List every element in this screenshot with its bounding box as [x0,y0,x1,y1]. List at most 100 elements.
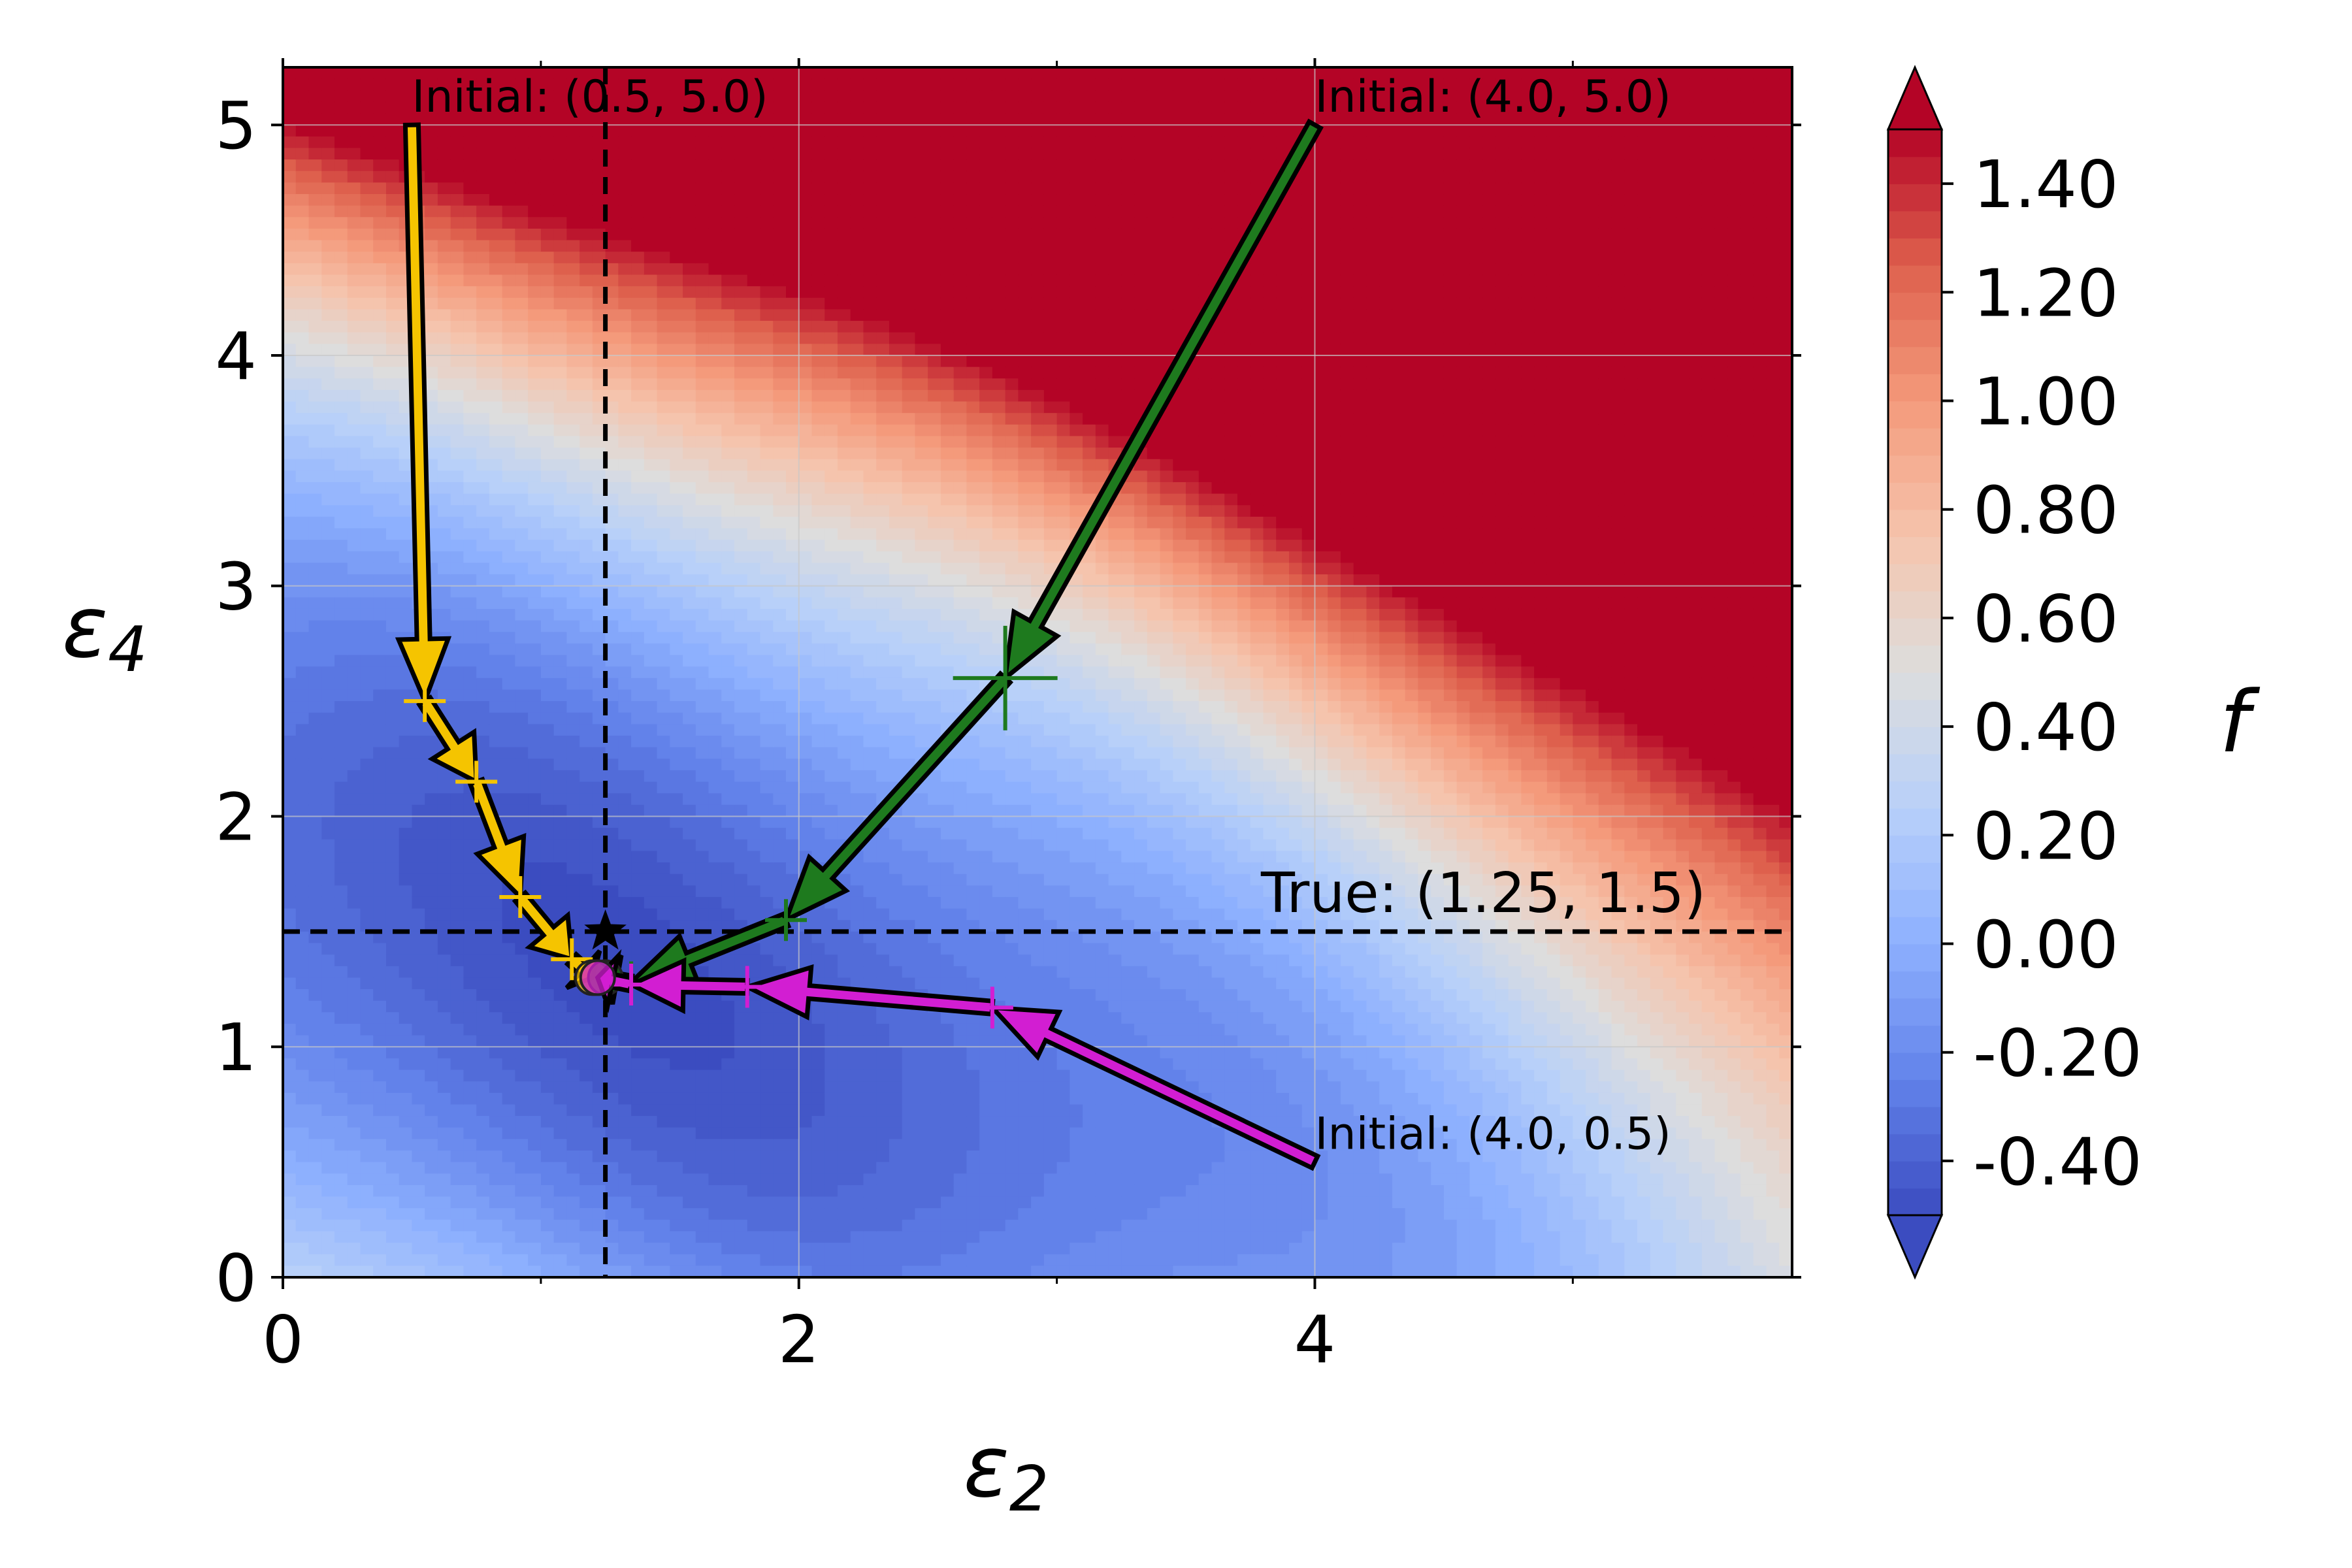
contour-cell [811,1196,826,1209]
contour-cell [670,632,683,644]
contour-cell [515,101,529,114]
contour-cell [385,482,400,495]
contour-cell [360,931,374,944]
contour-cell [450,643,465,656]
contour-cell [644,159,658,172]
contour-cell [644,770,658,783]
contour-cell [385,182,400,195]
contour-cell [553,828,568,840]
contour-cell [592,597,606,610]
contour-cell [476,1092,490,1105]
contour-cell [412,1035,425,1048]
contour-cell [734,1035,748,1048]
contour-cell [489,67,503,80]
contour-cell [334,1231,348,1243]
contour-cell [463,113,477,125]
contour-cell [695,1047,710,1059]
contour-cell [450,678,465,691]
contour-cell [850,655,864,667]
contour-cell [502,125,516,137]
contour-cell [385,332,400,345]
contour-cell [825,839,838,852]
contour-cell [786,448,800,460]
contour-cell [747,1081,761,1094]
contour-cell [347,828,361,840]
contour-cell [308,1127,323,1140]
contour-cell [385,1035,400,1048]
contour-cell [540,367,555,380]
contour-cell [592,1150,606,1163]
contour-cell [657,1104,671,1117]
contour-cell [566,608,580,621]
contour-cell [618,344,632,356]
contour-cell [476,563,490,575]
contour-cell [540,678,555,691]
contour-cell [657,678,671,691]
contour-cell [502,585,516,598]
contour-cell [734,712,748,725]
contour-cell [295,1092,310,1105]
contour-cell [360,332,374,345]
contour-cell [412,1173,425,1186]
contour-cell [850,171,864,184]
contour-cell [837,297,851,310]
contour-cell [463,1047,477,1059]
contour-cell [463,632,477,644]
contour-cell [308,1231,323,1243]
contour-cell [786,770,800,783]
contour-cell [618,413,632,425]
contour-cell [657,159,671,172]
contour-cell [489,424,503,437]
contour-cell [631,1150,645,1163]
contour-cell [321,67,335,80]
contour-cell [889,78,903,91]
contour-cell [695,205,710,218]
contour-cell [528,1162,542,1175]
contour-cell [360,482,374,495]
contour-cell [863,1162,877,1175]
contour-cell [347,955,361,967]
contour-cell [605,516,619,529]
contour-cell [399,1196,413,1209]
contour-cell [618,1243,632,1255]
contour-cell [425,436,438,448]
contour-cell [708,1127,723,1140]
contour-cell [863,101,877,114]
contour-cell [889,701,903,713]
contour-cell [580,470,593,483]
contour-cell [283,101,297,114]
contour-cell [580,459,593,472]
contour-cell [760,1127,774,1140]
contour-cell [721,1208,735,1220]
contour-cell [786,816,800,828]
contour-cell [580,1231,593,1243]
contour-cell [811,712,826,725]
contour-cell [670,816,683,828]
contour-cell [670,1104,683,1117]
contour-cell [644,344,658,356]
contour-cell [373,367,387,380]
contour-cell [631,470,645,483]
contour-cell [553,977,568,990]
contour-cell [889,678,903,691]
contour-cell [360,516,374,529]
contour-cell [605,540,619,552]
contour-cell [786,1047,800,1059]
contour-cell [502,228,516,241]
contour-cell [553,459,568,472]
contour-cell [631,655,645,667]
contour-cell [734,482,748,495]
contour-cell [747,470,761,483]
contour-cell [773,332,787,345]
contour-cell [540,344,555,356]
contour-cell [786,551,800,564]
contour-cell [360,828,374,840]
contour-cell [657,321,671,333]
contour-cell [670,78,683,91]
contour-cell [347,148,361,160]
contour-cell [850,1266,864,1277]
contour-cell [798,747,813,760]
contour-cell [683,793,696,806]
contour-cell [373,436,387,448]
contour-cell [540,228,555,241]
